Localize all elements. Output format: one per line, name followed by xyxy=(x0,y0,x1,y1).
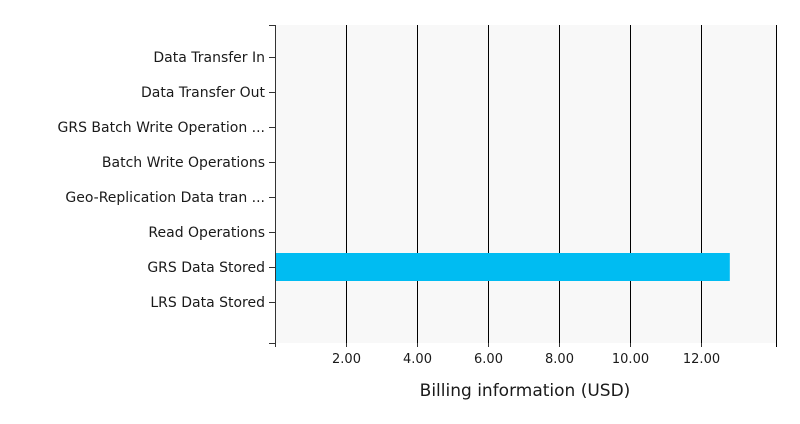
x-axis-title: Billing information (USD) xyxy=(420,381,631,401)
labels: 2.00 4.00 6.00 8.00 10.00 12.00 Data Transfer … xyxy=(58,50,721,367)
x-tick-label-3: 8.00 xyxy=(545,352,574,367)
category-label-0: Data Transfer In xyxy=(153,50,265,66)
bar-6 xyxy=(276,253,730,281)
x-tick-label-1: 4.00 xyxy=(403,352,432,367)
category-label-4: Geo-Replication Data tran ... xyxy=(65,190,265,206)
category-label-6: GRS Data Stored xyxy=(147,260,265,276)
x-tick-label-5: 12.00 xyxy=(683,352,720,367)
category-label-2: GRS Batch Write Operation ... xyxy=(58,120,266,136)
category-label-7: LRS Data Stored xyxy=(150,295,265,311)
x-tick-label-4: 10.00 xyxy=(612,352,649,367)
x-tick-label-2: 6.00 xyxy=(474,352,503,367)
bars xyxy=(276,253,730,281)
axes xyxy=(269,25,777,347)
category-label-3: Batch Write Operations xyxy=(102,155,265,171)
gridlines xyxy=(346,25,702,343)
category-label-1: Data Transfer Out xyxy=(141,85,266,101)
category-label-5: Read Operations xyxy=(148,225,265,241)
x-tick-label-0: 2.00 xyxy=(332,352,361,367)
plot-background xyxy=(275,25,776,343)
